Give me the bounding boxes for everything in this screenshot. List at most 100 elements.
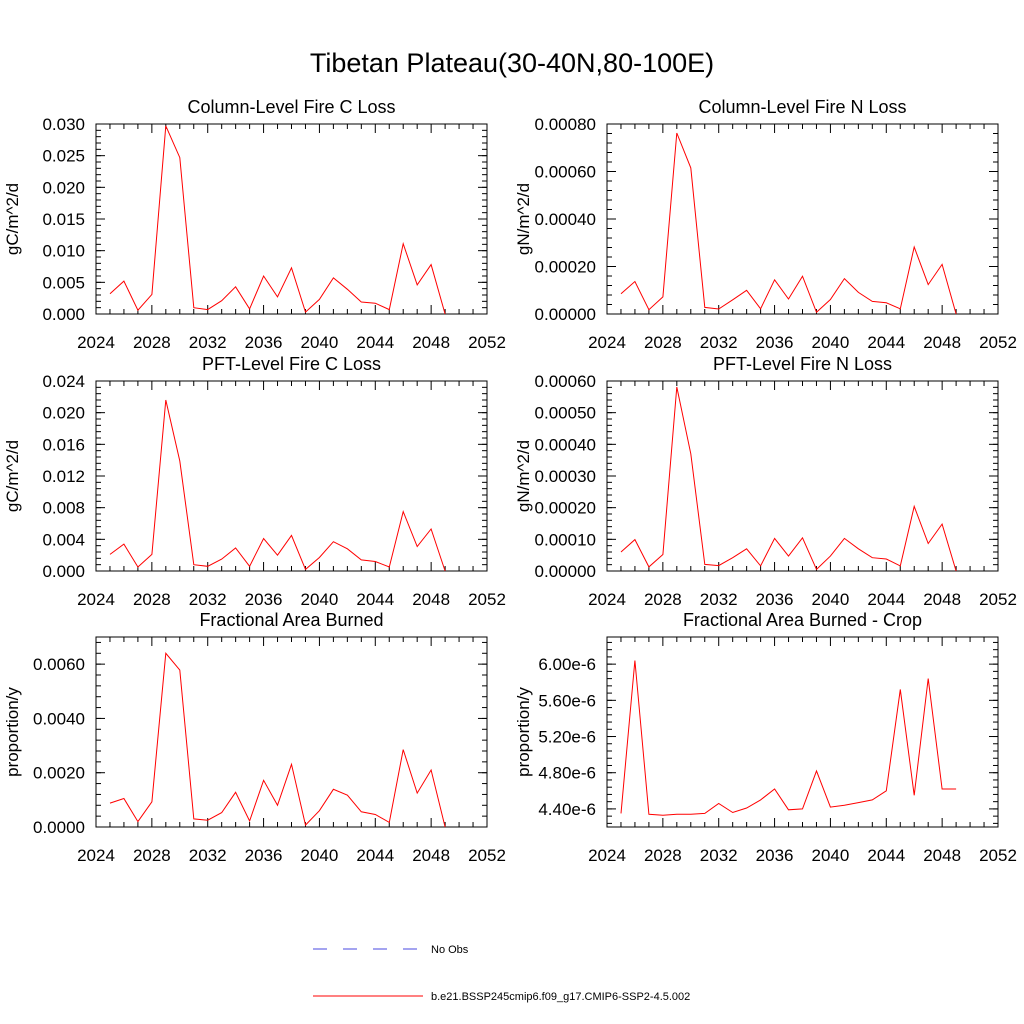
x-tick-label: 2028 xyxy=(644,846,682,865)
series-line xyxy=(620,132,957,315)
x-tick-label: 2028 xyxy=(644,333,682,352)
x-tick-label: 2028 xyxy=(644,590,682,609)
x-tick-label: 2024 xyxy=(588,590,626,609)
y-axis-label: gC/m^2/d xyxy=(3,440,22,512)
plot-frame xyxy=(606,123,999,315)
y-tick-label: 0.00000 xyxy=(535,305,596,324)
x-tick-label: 2036 xyxy=(245,333,283,352)
y-axis-label: proportion/y xyxy=(3,687,22,777)
plot-frame xyxy=(606,380,999,572)
y-axis-label: gN/m^2/d xyxy=(514,183,533,255)
series-line xyxy=(109,399,446,572)
y-tick-label: 0.000 xyxy=(42,562,85,581)
x-tick-label: 2024 xyxy=(588,333,626,352)
y-tick-label: 0.0020 xyxy=(33,764,85,783)
x-tick-label: 2044 xyxy=(867,590,905,609)
chart-title: PFT-Level Fire C Loss xyxy=(202,354,381,374)
y-tick-label: 0.010 xyxy=(42,242,85,261)
plot-frame xyxy=(95,123,488,315)
x-tick-label: 2052 xyxy=(979,590,1017,609)
x-tick-label: 2032 xyxy=(189,590,227,609)
x-tick-label: 2048 xyxy=(412,590,450,609)
chart-panel-6: 2024 2028 2032 2036 2040 2044 2048 2052 4.40e-6 4… xyxy=(514,610,1017,865)
x-tick-label: 2036 xyxy=(756,846,794,865)
y-tick-label: 0.00020 xyxy=(535,499,596,518)
chart-panel-4: 2024 2028 2032 2036 2040 2044 2048 2052 0.00000 0… xyxy=(514,354,1017,609)
x-tick-label: 2036 xyxy=(245,846,283,865)
y-tick-label: 0.00020 xyxy=(535,258,596,277)
x-tick-label: 2032 xyxy=(189,846,227,865)
y-tick-label: 0.00030 xyxy=(535,467,596,486)
x-tick-label: 2052 xyxy=(468,333,506,352)
x-tick-label: 2048 xyxy=(412,333,450,352)
chart-panel-3: 2024 2028 2032 2036 2040 2044 2048 2052 0.000 0.0… xyxy=(3,354,506,609)
x-tick-label: 2032 xyxy=(700,846,738,865)
y-tick-label: 0.00040 xyxy=(535,435,596,454)
x-tick-label: 2048 xyxy=(923,846,961,865)
x-tick-label: 2024 xyxy=(77,846,115,865)
chart-panel-1: 2024 2028 2032 2036 2040 2044 2048 2052 0.000 0.0… xyxy=(3,97,506,352)
y-tick-label: 6.00e-6 xyxy=(538,655,596,674)
x-tick-label: 2048 xyxy=(923,590,961,609)
y-tick-label: 0.008 xyxy=(42,499,85,518)
y-tick-label: 4.40e-6 xyxy=(538,800,596,819)
series-line xyxy=(109,652,446,828)
y-tick-label: 0.000 xyxy=(42,305,85,324)
x-tick-label: 2048 xyxy=(923,333,961,352)
x-tick-label: 2036 xyxy=(756,590,794,609)
x-tick-label: 2044 xyxy=(356,590,394,609)
y-tick-label: 0.024 xyxy=(42,372,85,391)
y-tick-label: 0.012 xyxy=(42,467,85,486)
y-tick-label: 5.60e-6 xyxy=(538,691,596,710)
legend-label: No Obs xyxy=(431,944,469,956)
y-tick-label: 0.00060 xyxy=(535,372,596,391)
page-title: Tibetan Plateau(30-40N,80-100E) xyxy=(309,48,715,78)
y-tick-label: 0.0000 xyxy=(33,818,85,837)
legend-label: b.e21.BSSP245cmip6.f09_g17.CMIP6-SSP2-4.… xyxy=(431,991,690,1003)
chart-title: Fractional Area Burned - Crop xyxy=(683,610,922,630)
y-tick-label: 0.016 xyxy=(42,435,85,454)
x-tick-label: 2048 xyxy=(412,846,450,865)
y-tick-label: 0.00000 xyxy=(535,562,596,581)
plot-frame xyxy=(606,636,999,828)
series-line xyxy=(620,386,957,572)
y-tick-label: 0.0060 xyxy=(33,655,85,674)
x-tick-label: 2036 xyxy=(245,590,283,609)
x-tick-label: 2024 xyxy=(588,846,626,865)
x-tick-label: 2040 xyxy=(812,846,850,865)
x-tick-label: 2028 xyxy=(133,590,171,609)
y-tick-label: 5.20e-6 xyxy=(538,728,596,747)
x-tick-label: 2036 xyxy=(756,333,794,352)
legend: No Obs b.e21.BSSP245cmip6.f09_g17.CMIP6-S… xyxy=(313,944,690,1003)
y-tick-label: 0.030 xyxy=(42,115,85,134)
chart-title: PFT-Level Fire N Loss xyxy=(713,354,892,374)
chart-title: Column-Level Fire C Loss xyxy=(187,97,395,117)
y-tick-label: 0.005 xyxy=(42,273,85,292)
chart-panel-2: 2024 2028 2032 2036 2040 2044 2048 2052 0.00000 0… xyxy=(514,97,1017,352)
x-tick-label: 2044 xyxy=(356,846,394,865)
plot-frame xyxy=(95,380,488,572)
series-line xyxy=(620,660,957,816)
y-axis-label: gN/m^2/d xyxy=(514,440,533,512)
x-tick-label: 2032 xyxy=(700,333,738,352)
chart-panel-5: 2024 2028 2032 2036 2040 2044 2048 2052 0.0000 0.… xyxy=(3,610,506,865)
x-tick-label: 2040 xyxy=(812,333,850,352)
y-tick-label: 0.020 xyxy=(42,404,85,423)
chart-title: Fractional Area Burned xyxy=(199,610,383,630)
chart-title: Column-Level Fire N Loss xyxy=(698,97,906,117)
plot-frame xyxy=(95,636,488,828)
x-tick-label: 2032 xyxy=(700,590,738,609)
x-tick-label: 2024 xyxy=(77,590,115,609)
y-tick-label: 0.00050 xyxy=(535,404,596,423)
x-tick-label: 2028 xyxy=(133,846,171,865)
series-line xyxy=(109,125,446,315)
y-tick-label: 4.80e-6 xyxy=(538,764,596,783)
x-tick-label: 2052 xyxy=(979,333,1017,352)
y-tick-label: 0.00010 xyxy=(535,530,596,549)
x-tick-label: 2028 xyxy=(133,333,171,352)
y-axis-label: gC/m^2/d xyxy=(3,183,22,255)
x-tick-label: 2044 xyxy=(867,846,905,865)
x-tick-label: 2052 xyxy=(468,846,506,865)
x-tick-label: 2044 xyxy=(356,333,394,352)
